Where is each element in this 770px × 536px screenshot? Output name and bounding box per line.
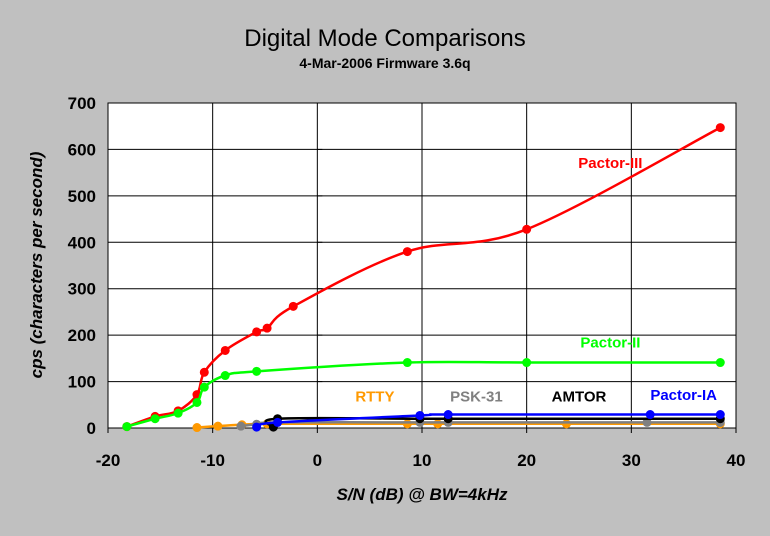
- x-tick-label: 10: [413, 451, 432, 470]
- y-tick-labels: 0 100 200 300 400 500 600 700: [68, 94, 96, 438]
- data-point-pactor-ia: [645, 410, 655, 420]
- data-point-pactor-ia: [415, 410, 425, 420]
- x-tick-label: 40: [727, 451, 746, 470]
- data-point-pactor-iii: [252, 327, 262, 337]
- data-point-pactor-ii: [715, 358, 725, 368]
- x-tick-label: 20: [517, 451, 536, 470]
- x-tick-label: -20: [96, 451, 121, 470]
- data-point-pactor-ia: [443, 410, 453, 420]
- data-point-pactor-ii: [192, 397, 202, 407]
- data-point-pactor-iii: [402, 247, 412, 257]
- data-point-pactor-ii: [173, 408, 183, 418]
- data-point-pactor-iii: [220, 345, 230, 355]
- series-label-psk-31: PSK-31: [450, 389, 503, 406]
- series-label-amtor: AMTOR: [552, 389, 607, 406]
- data-point-pactor-ii: [122, 422, 132, 432]
- series-pactor-ia: [252, 410, 725, 432]
- x-tick-label: 30: [622, 451, 641, 470]
- y-tick-label: 200: [68, 326, 96, 345]
- data-point-pactor-iii: [715, 123, 725, 133]
- data-point-pactor-ii: [220, 371, 230, 381]
- data-point-pactor-iii: [199, 367, 209, 377]
- chart-title: Digital Mode Comparisons: [244, 25, 525, 52]
- y-tick-label: 400: [68, 233, 96, 252]
- data-point-pactor-ia: [273, 417, 283, 427]
- y-tick-label: 600: [68, 140, 96, 159]
- data-point-pactor-ii: [522, 358, 532, 368]
- series-label-pactor-iii: Pactor-III: [578, 155, 642, 172]
- series-label-rtty: RTTY: [355, 389, 394, 406]
- grid-lines: [108, 103, 736, 428]
- data-point-pactor-ii: [252, 366, 262, 376]
- data-point-pactor-ii: [402, 358, 412, 368]
- series-label-pactor-ii: Pactor-II: [580, 335, 640, 352]
- data-point-psk-31: [236, 421, 246, 431]
- y-tick-label: 500: [68, 187, 96, 206]
- data-point-rtty: [192, 423, 202, 433]
- data-point-rtty: [561, 419, 571, 429]
- y-tick-label: 0: [87, 419, 96, 438]
- data-point-rtty: [433, 419, 443, 429]
- y-tick-label: 100: [68, 373, 96, 392]
- x-axis-title: S/N (dB) @ BW=4kHz: [336, 485, 508, 504]
- data-point-pactor-ii: [150, 414, 160, 424]
- x-tick-label: 0: [313, 451, 322, 470]
- data-point-pactor-ia: [252, 422, 262, 432]
- series-label-pactor-ia: Pactor-IA: [650, 387, 717, 404]
- axis-tick-marks: [107, 102, 737, 433]
- data-point-pactor-iii: [288, 301, 298, 311]
- y-tick-label: 700: [68, 94, 96, 113]
- chart-subtitle: 4-Mar-2006 Firmware 3.6q: [299, 55, 470, 71]
- series-pactor-ii: [122, 358, 725, 432]
- x-tick-label: -10: [200, 451, 225, 470]
- y-axis-title: cps (characters per second): [27, 151, 46, 378]
- x-tick-labels: -20 -10 0 10 20 30 40: [96, 451, 746, 470]
- data-point-rtty: [402, 419, 412, 429]
- data-point-pactor-ia: [715, 410, 725, 420]
- series-layer: [122, 123, 725, 433]
- y-tick-label: 300: [68, 280, 96, 299]
- data-point-pactor-iii: [522, 224, 532, 234]
- data-point-rtty: [213, 421, 223, 431]
- series-labels: Pactor-III Pactor-II RTTY PSK-31 AMTOR Pactor…: [355, 155, 717, 406]
- series-rtty: [192, 419, 725, 433]
- data-point-pactor-iii: [262, 323, 272, 333]
- data-point-pactor-ii: [199, 382, 209, 392]
